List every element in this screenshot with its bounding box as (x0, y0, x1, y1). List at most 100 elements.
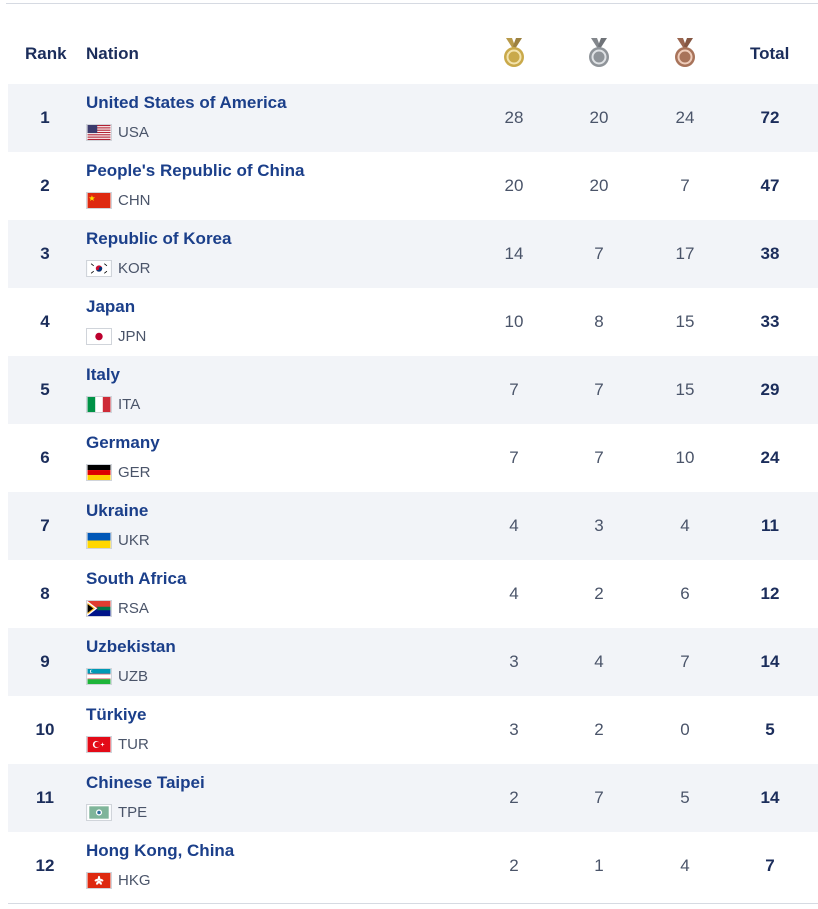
nation-code-line: CHN (86, 190, 151, 210)
nation-code-line: KOR (86, 258, 151, 278)
rsa-flag-icon (86, 599, 112, 617)
silver-medal-icon[interactable] (587, 37, 611, 69)
table-header: Rank Nation Total (8, 20, 818, 84)
gold-count: 28 (504, 108, 524, 127)
gold-count: 4 (509, 584, 519, 603)
nation-name-link[interactable]: Japan (86, 297, 136, 316)
nation-code: CHN (118, 191, 151, 209)
kor-flag-icon (86, 259, 112, 277)
gold-count: 7 (509, 448, 519, 467)
table-row[interactable]: 5 Italy ITA 7 7 15 29 (8, 356, 818, 424)
table-row[interactable]: 3 Republic of Korea KOR 14 7 17 38 (8, 220, 818, 288)
silver-count: 2 (594, 720, 604, 739)
gold-count: 10 (504, 312, 524, 331)
nation-code: UKR (118, 531, 150, 549)
nation-name-link[interactable]: South Africa (86, 569, 187, 588)
bronze-count: 6 (680, 584, 690, 603)
total-count: 14 (760, 788, 780, 807)
rank-cell: 11 (36, 788, 54, 807)
total-count: 14 (760, 652, 780, 671)
bronze-count: 5 (680, 788, 690, 807)
bronze-count: 7 (680, 652, 690, 671)
total-count: 38 (760, 244, 780, 263)
silver-count: 7 (594, 244, 604, 263)
bronze-count: 7 (680, 176, 690, 195)
nation-code-line: TUR (86, 734, 149, 754)
nation-code: TPE (118, 803, 148, 821)
rank-cell: 6 (40, 448, 50, 467)
bronze-count: 4 (680, 516, 690, 535)
rank-cell: 4 (40, 312, 50, 331)
bronze-count: 24 (675, 108, 695, 127)
nation-name-link[interactable]: United States of America (86, 93, 287, 112)
total-column-header[interactable]: Total (750, 44, 790, 63)
rank-column-header[interactable]: Rank (25, 44, 67, 63)
bronze-count: 0 (680, 720, 690, 739)
table-row[interactable]: 4 Japan JPN 10 8 15 33 (8, 288, 818, 356)
bronze-count: 4 (680, 856, 690, 875)
rank-cell: 5 (40, 380, 50, 399)
ita-flag-icon (86, 395, 112, 413)
table-row[interactable]: 2 People's Republic of China CHN 20 20 7 47 (8, 152, 818, 220)
nation-code: KOR (118, 259, 151, 277)
gold-count: 7 (509, 380, 519, 399)
gold-medal-icon[interactable] (502, 37, 526, 69)
table-row[interactable]: 7 Ukraine UKR 4 3 4 11 (8, 492, 818, 560)
gold-count: 2 (509, 788, 519, 807)
silver-count: 3 (594, 516, 604, 535)
nation-column-header[interactable]: Nation (86, 44, 139, 63)
total-count: 12 (760, 584, 780, 603)
total-count: 5 (765, 720, 775, 739)
rank-cell: 2 (40, 176, 50, 195)
nation-code: USA (118, 123, 149, 141)
table-row[interactable]: 6 Germany GER 7 7 10 24 (8, 424, 818, 492)
silver-count: 20 (589, 176, 609, 195)
rank-cell: 8 (40, 584, 50, 603)
tur-flag-icon (86, 735, 112, 753)
bronze-count: 15 (675, 380, 695, 399)
nation-code-line: UZB (86, 666, 148, 686)
rank-cell: 1 (40, 108, 50, 127)
silver-count: 1 (594, 856, 604, 875)
nation-name-link[interactable]: Ukraine (86, 501, 149, 520)
nation-code: TUR (118, 735, 149, 753)
usa-flag-icon (86, 123, 112, 141)
table-row[interactable]: 10 Türkiye TUR 3 2 0 5 (8, 696, 818, 764)
silver-count: 7 (594, 380, 604, 399)
chn-flag-icon (86, 191, 112, 209)
nation-name-link[interactable]: Hong Kong, China (86, 841, 235, 860)
table-row[interactable]: 1 United States of America USA 28 20 24 72 (8, 84, 818, 152)
nation-name-link[interactable]: Chinese Taipei (86, 773, 205, 792)
nation-code-line: UKR (86, 530, 150, 550)
nation-name-link[interactable]: Uzbekistan (86, 637, 176, 656)
table-row[interactable]: 11 Chinese Taipei TPE 2 7 5 14 (8, 764, 818, 832)
rank-cell: 10 (35, 720, 55, 739)
nation-code-line: GER (86, 462, 151, 482)
table-row[interactable]: 9 Uzbekistan UZB 3 4 7 14 (8, 628, 818, 696)
silver-count: 2 (594, 584, 604, 603)
nation-name-link[interactable]: People's Republic of China (86, 161, 305, 180)
nation-code: RSA (118, 599, 149, 617)
nation-code-line: ITA (86, 394, 140, 414)
gold-count: 2 (509, 856, 519, 875)
gold-count: 20 (504, 176, 524, 195)
rank-cell: 3 (40, 244, 50, 263)
hkg-flag-icon (86, 871, 112, 889)
total-count: 29 (760, 380, 780, 399)
gold-count: 3 (509, 720, 519, 739)
nation-name-link[interactable]: Germany (86, 433, 160, 452)
nation-name-link[interactable]: Republic of Korea (86, 229, 232, 248)
nation-name-link[interactable]: Italy (86, 365, 121, 384)
nation-code-line: HKG (86, 870, 151, 890)
nation-code: GER (118, 463, 151, 481)
bronze-medal-icon[interactable] (673, 37, 697, 69)
silver-count: 7 (594, 448, 604, 467)
table-row[interactable]: 12 Hong Kong, China HKG 2 1 4 7 (8, 832, 818, 900)
tpe-flag-icon (86, 803, 112, 821)
nation-name-link[interactable]: Türkiye (86, 705, 147, 724)
table-row[interactable]: 8 South Africa RSA 4 2 6 12 (8, 560, 818, 628)
gold-count: 4 (509, 516, 519, 535)
total-count: 7 (765, 856, 775, 875)
rank-cell: 12 (35, 856, 55, 875)
